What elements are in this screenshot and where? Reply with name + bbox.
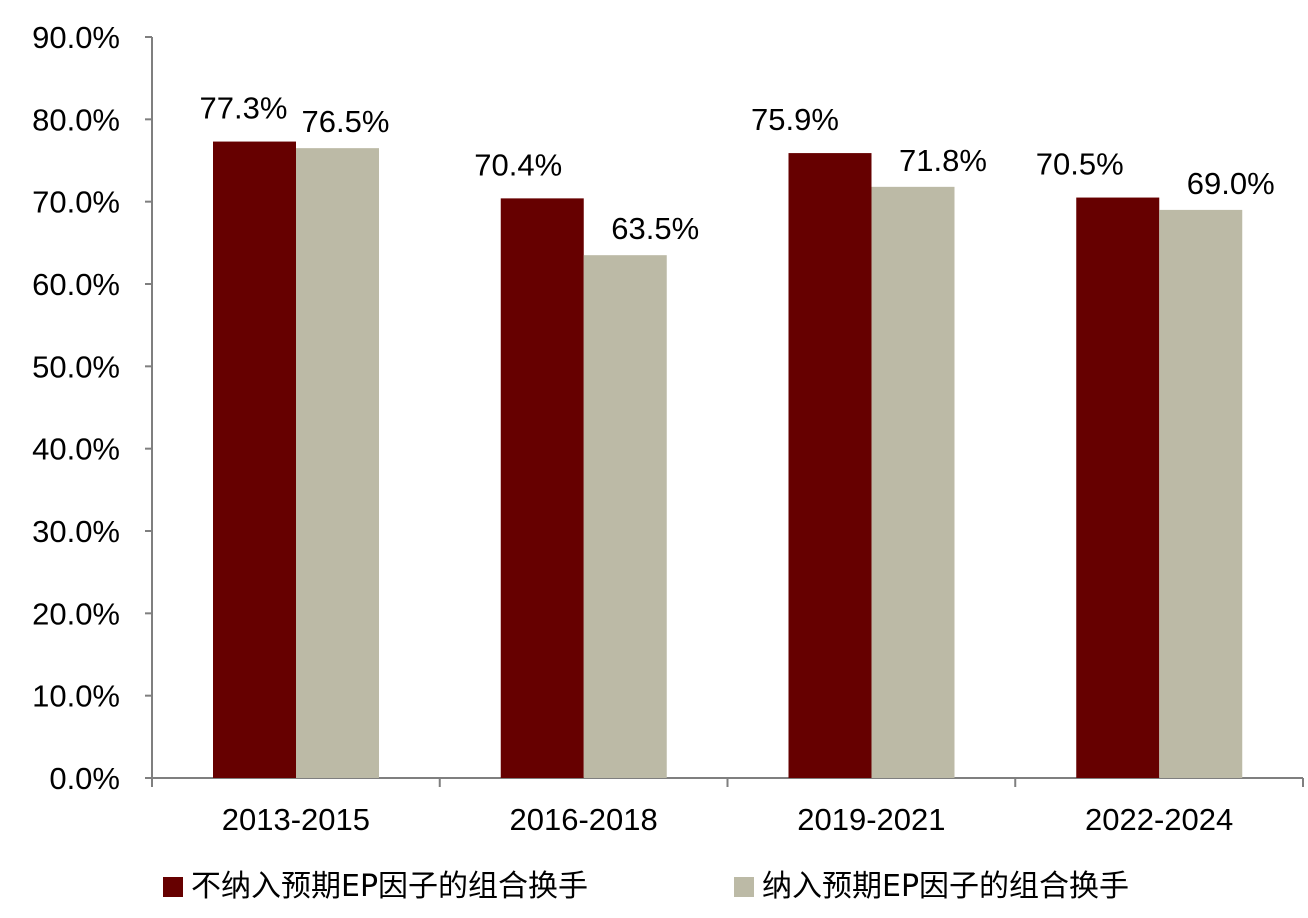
- data-labels: 77.3% 70.4% 75.9% 70.5% 76.5% 63.5% 71.8% 69.0%: [200, 91, 1275, 247]
- bar-series-2-2016-2018: [583, 255, 667, 778]
- bar-series-1-2022-2024: [1076, 197, 1160, 779]
- legend-item-series-1: 不纳入预期EP因子的组合换手: [163, 862, 588, 912]
- data-label-series-2: 76.5%: [302, 104, 390, 139]
- y-tick-label: 40.0%: [32, 432, 120, 467]
- legend-label-series-1: 不纳入预期EP因子的组合换手: [191, 869, 589, 904]
- x-category-label: 2013-2015: [222, 802, 370, 837]
- x-category-label: 2016-2018: [510, 802, 658, 837]
- bar-series-2-2019-2021: [871, 186, 955, 778]
- data-label-series-1: 70.5%: [1036, 147, 1124, 182]
- legend-swatch-series-2: [734, 877, 754, 897]
- y-tick-label: 90.0%: [32, 20, 120, 55]
- y-tick-label: 0.0%: [49, 761, 120, 796]
- bar-series-1-2019-2021: [788, 153, 872, 779]
- y-tick-label: 30.0%: [32, 514, 120, 549]
- bar-series-1-2016-2018: [500, 198, 584, 778]
- data-label-series-2: 63.5%: [611, 211, 699, 246]
- x-axis: 2013-2015 2016-2018 2019-2021 2022-2024: [151, 777, 1304, 837]
- y-tick-label: 70.0%: [32, 185, 120, 220]
- data-label-series-2: 71.8%: [899, 143, 987, 178]
- legend-swatch-series-1: [163, 877, 183, 897]
- y-tick-label: 20.0%: [32, 596, 120, 631]
- y-tick-label: 80.0%: [32, 102, 120, 137]
- y-axis: 0.0% 10.0% 20.0% 30.0% 40.0% 50.0% 60.0% 70.0% 8…: [32, 20, 153, 796]
- y-tick-label: 60.0%: [32, 267, 120, 302]
- y-tick-label: 50.0%: [32, 349, 120, 384]
- data-label-series-1: 75.9%: [751, 102, 839, 137]
- legend-label-series-2: 纳入预期EP因子的组合换手: [762, 869, 1130, 904]
- bar-series-2-2022-2024: [1159, 209, 1243, 778]
- legend: 不纳入预期EP因子的组合换手 纳入预期EP因子的组合换手: [0, 862, 1308, 912]
- bars: [213, 141, 1243, 779]
- bar-series-1-2013-2015: [213, 141, 296, 778]
- data-label-series-2: 69.0%: [1187, 166, 1275, 201]
- x-category-label: 2022-2024: [1085, 802, 1233, 837]
- data-label-series-1: 70.4%: [474, 147, 562, 182]
- data-label-series-1: 77.3%: [200, 91, 288, 126]
- legend-item-series-2: 纳入预期EP因子的组合换手: [734, 862, 1129, 912]
- bar-series-2-2013-2015: [296, 148, 379, 778]
- x-category-label: 2019-2021: [797, 802, 945, 837]
- y-tick-label: 10.0%: [32, 679, 120, 714]
